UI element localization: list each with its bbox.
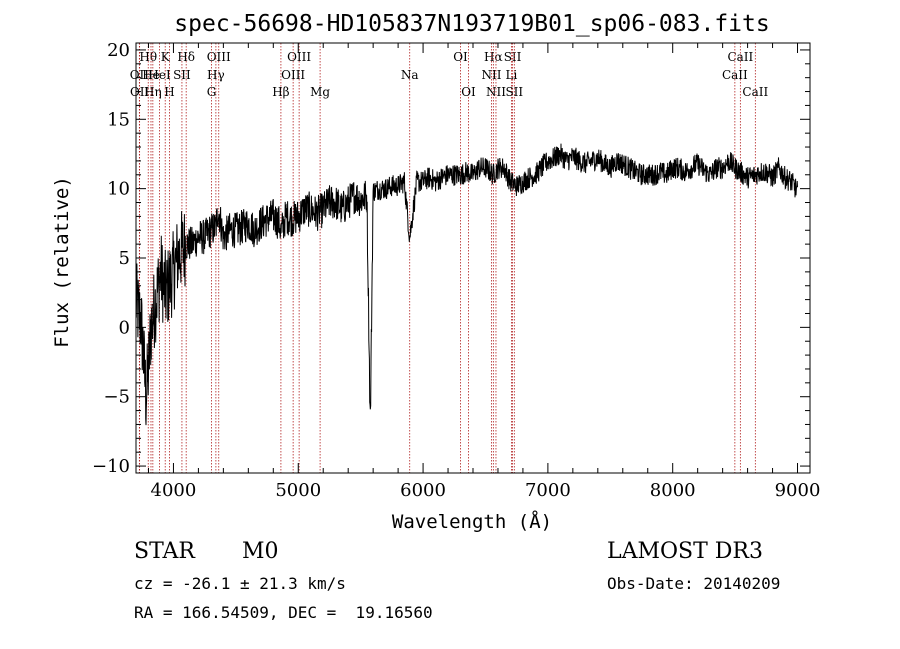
x-axis-label: Wavelength (Å) — [392, 510, 552, 533]
marker-label-13: Hβ — [272, 85, 289, 99]
y-tick-label--10: −10 — [92, 456, 130, 477]
y-tick-label-10: 10 — [107, 179, 130, 200]
marker-label-0: Hθ — [139, 50, 157, 64]
spectrum-series — [135, 143, 798, 426]
marker-label-17: Na — [401, 68, 419, 82]
marker-label-21: NII — [481, 68, 501, 82]
marker-label-25: SII — [505, 85, 523, 99]
marker-label-28: CaII — [742, 85, 768, 99]
marker-label-8: Hδ — [177, 50, 195, 64]
marker-label-27: CaII — [722, 68, 748, 82]
y-tick-label--5: −5 — [103, 387, 130, 408]
marker-label-3: He — [142, 68, 160, 82]
y-tick-label-5: 5 — [119, 248, 130, 269]
marker-label-9: SII — [173, 68, 191, 82]
y-axis-label: Flux (relative) — [51, 176, 73, 348]
x-tick-label-8000: 8000 — [650, 480, 696, 501]
redshift-readout: cz = -26.1 ± 21.3 km/s — [134, 574, 346, 593]
marker-label-20: Hα — [484, 50, 503, 64]
marker-label-12: G — [207, 85, 217, 99]
marker-label-22: NII — [486, 85, 506, 99]
object-subclass: M0 — [242, 539, 279, 564]
survey-name: LAMOST DR3 — [607, 539, 763, 564]
marker-label-24: Li — [506, 68, 518, 82]
marker-label-5: K — [161, 50, 171, 64]
y-tick-label-0: 0 — [119, 317, 130, 338]
x-axis-ticks: 4000 5000 6000 7000 8000 9000 — [147, 43, 821, 501]
x-tick-label-9000: 9000 — [775, 480, 821, 501]
marker-label-4: Hη — [144, 85, 162, 99]
x-tick-label-6000: 6000 — [400, 480, 446, 501]
y-tick-label-20: 20 — [107, 40, 130, 61]
marker-label-1: OII — [130, 68, 150, 82]
y-axis-ticks: −10 −5 0 5 10 15 20 — [92, 40, 810, 477]
obs-date: Obs-Date: 20140209 — [607, 574, 781, 593]
marker-label-26: CaII — [727, 50, 753, 64]
coordinates: RA = 166.54509, DEC = 19.16560 — [134, 603, 433, 622]
y-tick-label-15: 15 — [107, 109, 130, 130]
marker-label-23: SII — [504, 50, 522, 64]
spectrum-line-0 — [135, 143, 798, 426]
marker-label-11: Hγ — [207, 68, 225, 82]
marker-label-7: H — [164, 85, 174, 99]
x-tick-label-4000: 4000 — [151, 480, 197, 501]
marker-label-16: Mg — [310, 85, 330, 99]
marker-label-18: OI — [453, 50, 468, 64]
x-tick-label-7000: 7000 — [525, 480, 571, 501]
chart-title: spec-56698-HD105837N193719B01_sp06-083.f… — [174, 11, 769, 37]
marker-label-19: OI — [461, 85, 476, 99]
marker-label-10: OIII — [207, 50, 231, 64]
marker-label-6: HeI — [148, 68, 171, 82]
x-tick-label-5000: 5000 — [275, 480, 321, 501]
object-type: STAR — [134, 539, 195, 564]
plot-frame — [135, 42, 811, 474]
marker-label-15: OIII — [281, 68, 305, 82]
marker-label-14: OIII — [287, 50, 311, 64]
